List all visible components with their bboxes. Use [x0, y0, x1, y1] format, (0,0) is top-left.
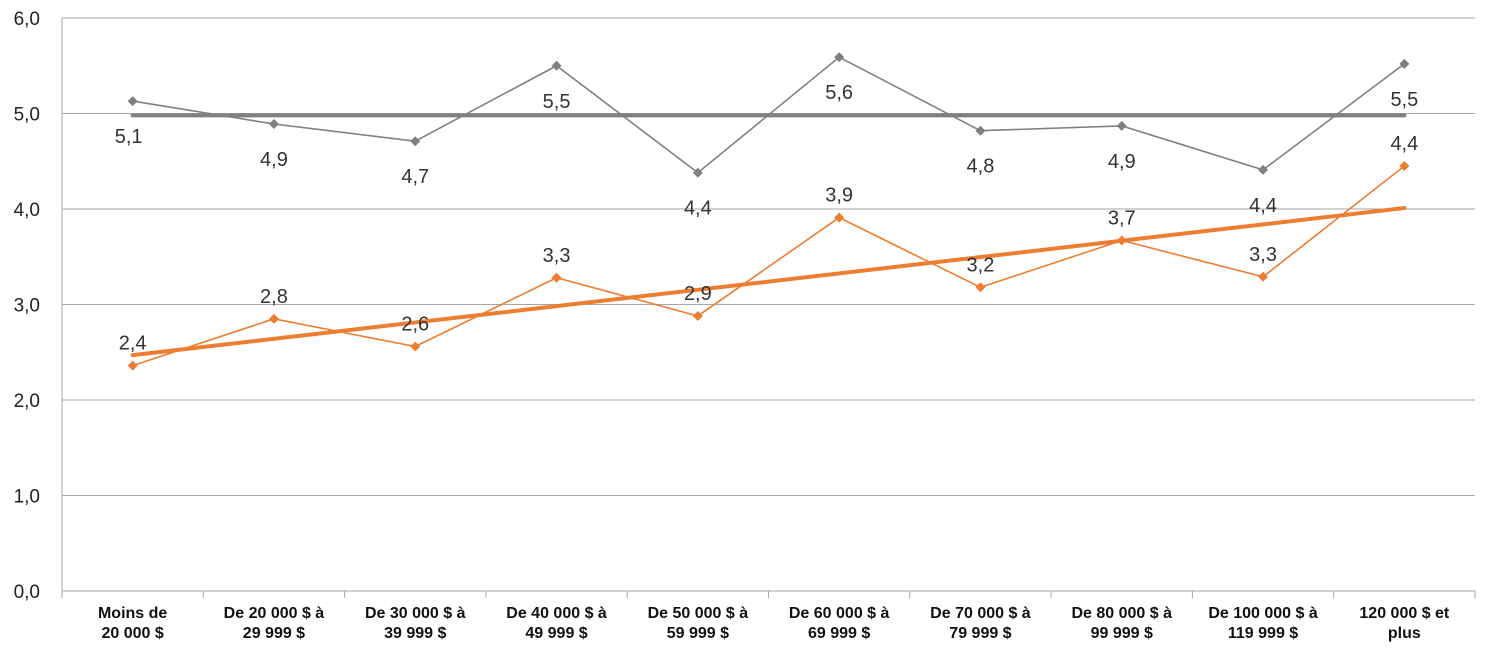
data-point [410, 341, 421, 352]
x-tick-label: Moins de 20 000 $ [98, 605, 167, 642]
data-points [127, 52, 1410, 371]
data-label: 5,1 [115, 126, 143, 148]
x-tick-label: De 60 000 $ à 69 999 $ [789, 605, 890, 642]
data-point [410, 136, 421, 147]
data-label: 4,9 [1108, 151, 1136, 173]
trendline-1 [130, 206, 1407, 358]
data-point [1399, 58, 1410, 69]
data-point [1399, 161, 1410, 172]
data-label: 5,5 [1390, 89, 1418, 111]
y-tick-label: 4,0 [14, 200, 40, 221]
y-tick-label: 1,0 [14, 487, 40, 508]
data-point [268, 119, 279, 130]
data-label: 2,6 [401, 314, 429, 336]
data-label: 4,9 [260, 149, 288, 171]
data-label: 5,6 [825, 82, 853, 104]
data-point [692, 167, 703, 178]
data-point [834, 52, 845, 63]
data-point [127, 360, 138, 371]
data-labels: 5,1 4,9 4,7 5,5 4,4 5,6 4,8 4,9 4,4 5,5 2,4 2,8 2,6 3… [115, 82, 1419, 354]
data-label: 5,5 [543, 91, 571, 113]
data-point [975, 282, 986, 293]
data-label: 4,7 [401, 166, 429, 188]
y-tick-label: 0,0 [14, 582, 40, 603]
trendlines [130, 113, 1407, 358]
data-label: 2,8 [260, 286, 288, 308]
y-tick-label: 3,0 [14, 296, 40, 317]
data-point [551, 272, 562, 283]
y-tick-labels: 0,0 1,0 2,0 3,0 4,0 5,0 6,0 [14, 9, 40, 603]
data-label: 4,4 [1390, 133, 1418, 155]
data-point [975, 125, 986, 136]
y-tick-label: 6,0 [14, 9, 40, 30]
data-point [268, 313, 279, 324]
data-label: 3,3 [543, 245, 571, 267]
data-label: 3,9 [825, 185, 853, 207]
data-label: 2,9 [684, 283, 712, 305]
data-label: 3,7 [1108, 208, 1136, 230]
y-tick-label: 2,0 [14, 391, 40, 412]
series-line-0 [132, 56, 1405, 174]
x-tick-label: De 100 000 $ à 119 999 $ [1208, 605, 1318, 642]
data-point [127, 96, 138, 107]
data-label: 4,8 [967, 156, 995, 178]
x-tick-label: De 50 000 $ à 59 999 $ [648, 605, 749, 642]
x-tick-labels: Moins de 20 000 $ De 20 000 $ à 29 999 $ De … [98, 605, 1450, 642]
data-label: 4,4 [1249, 195, 1277, 217]
axes [61, 18, 1476, 598]
data-label: 4,4 [684, 198, 712, 220]
series-lines [132, 56, 1405, 367]
data-point [1258, 271, 1269, 282]
x-tick-label: De 40 000 $ à 49 999 $ [506, 605, 607, 642]
y-tick-label: 5,0 [14, 105, 40, 126]
data-point [1116, 235, 1127, 246]
x-tick-label: De 80 000 $ à 99 999 $ [1071, 605, 1172, 642]
data-label: 2,4 [119, 333, 147, 355]
data-point [1258, 164, 1269, 175]
data-label: 3,3 [1249, 244, 1277, 266]
x-tick-label: De 70 000 $ à 79 999 $ [930, 605, 1031, 642]
data-point [834, 212, 845, 223]
x-tick-label: De 30 000 $ à 39 999 $ [365, 605, 466, 642]
series-line-1 [132, 165, 1405, 367]
data-point [551, 60, 562, 71]
x-tick-label: De 20 000 $ à 29 999 $ [224, 605, 325, 642]
x-tick-label: 120 000 $ et plus [1359, 605, 1450, 642]
data-label: 3,2 [967, 254, 995, 276]
data-point [1116, 120, 1127, 131]
data-point [692, 310, 703, 321]
